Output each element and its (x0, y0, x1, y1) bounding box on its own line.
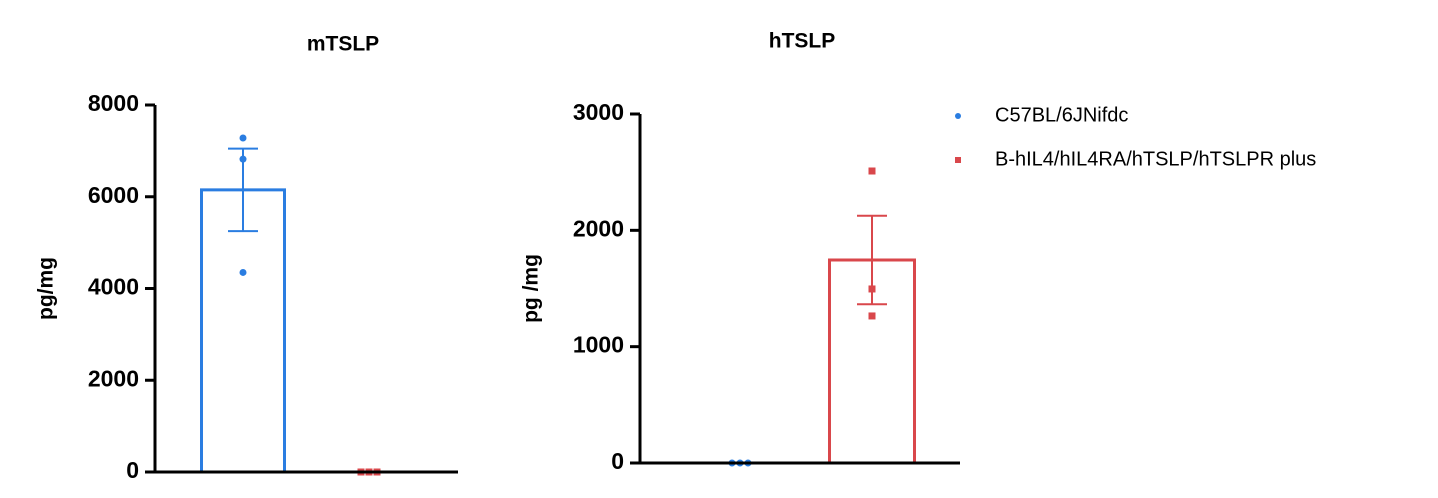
data-point (868, 312, 876, 320)
y-tick-label: 2000 (573, 215, 624, 241)
data-point (239, 134, 247, 142)
chart-title: hTSLP (769, 30, 836, 53)
y-tick-label: 1000 (573, 332, 624, 358)
y-tick-label: 0 (126, 457, 139, 483)
legend-label: B-hIL4/hIL4RA/hTSLP/hTSLPR plus (995, 148, 1316, 170)
legend-label: C57BL/6JNifdc (995, 104, 1128, 126)
data-point (868, 285, 876, 293)
y-axis-label: pg /mg (520, 254, 543, 323)
legend-marker (955, 157, 961, 163)
data-point (868, 167, 876, 175)
y-tick-label: 6000 (88, 182, 139, 208)
y-tick-label: 4000 (88, 274, 139, 300)
data-point (239, 155, 247, 163)
y-tick-label: 3000 (573, 99, 624, 125)
y-tick-label: 2000 (88, 365, 139, 391)
y-axis-label: pg/mg (35, 257, 58, 320)
legend-marker (955, 113, 961, 119)
chart-title: mTSLP (307, 33, 379, 56)
y-tick-label: 8000 (88, 90, 139, 116)
bar (200, 188, 286, 474)
data-point (239, 268, 247, 276)
y-tick-label: 0 (611, 448, 624, 474)
